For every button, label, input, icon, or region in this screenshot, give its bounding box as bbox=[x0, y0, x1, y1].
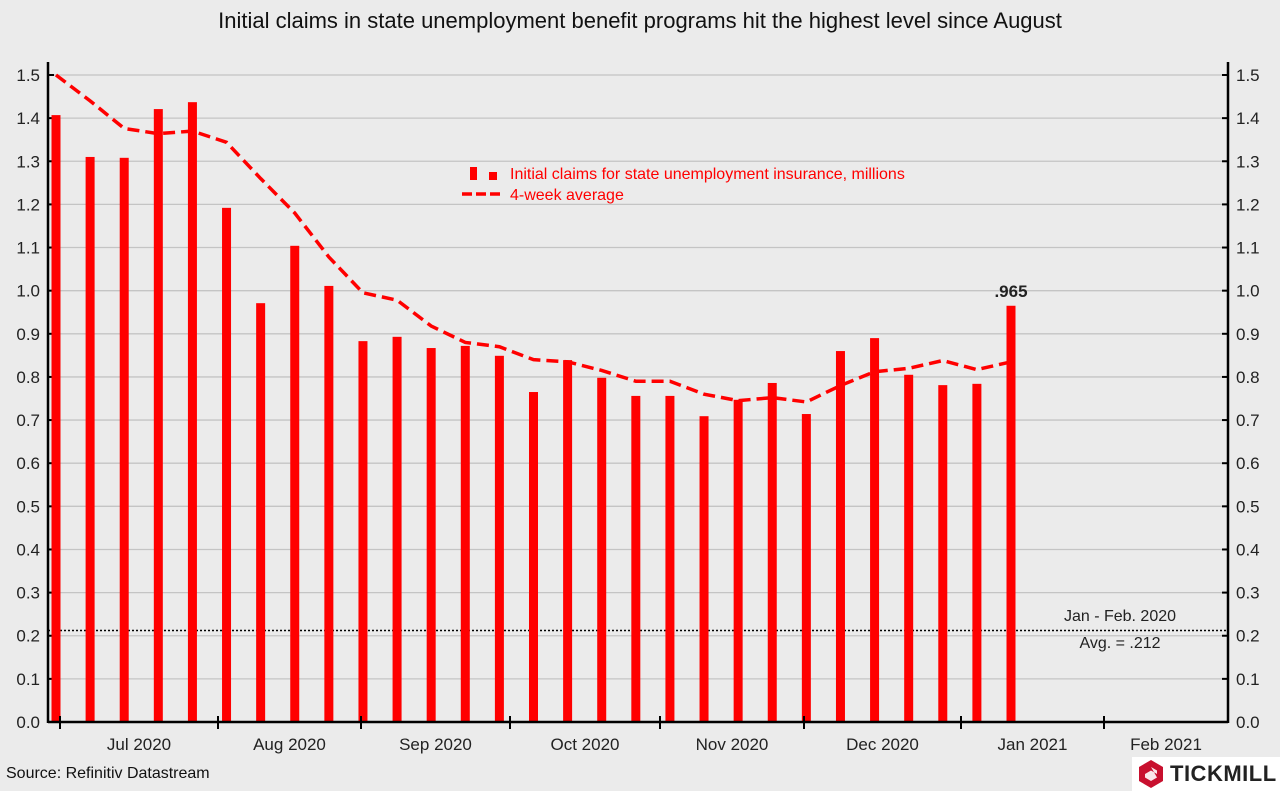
y-tick-label-right: 1.3 bbox=[1236, 152, 1260, 171]
bar bbox=[460, 345, 470, 722]
y-tick-label-right: 0.4 bbox=[1236, 540, 1260, 559]
bar bbox=[290, 245, 300, 723]
y-tick-label-left: 1.5 bbox=[16, 66, 40, 85]
y-tick-label-left: 0.4 bbox=[16, 540, 40, 559]
y-tick-label-left: 1.3 bbox=[16, 152, 40, 171]
x-tick-label: Jul 2020 bbox=[107, 735, 171, 754]
four-week-average-line bbox=[54, 73, 1012, 404]
legend-label-claims: Initial claims for state unemployment in… bbox=[510, 166, 905, 183]
logo-text: TICKMILL bbox=[1170, 761, 1277, 786]
x-tick-label: Dec 2020 bbox=[846, 735, 919, 754]
bar bbox=[767, 382, 777, 722]
source-note: Source: Refinitiv Datastream bbox=[6, 765, 210, 782]
chart-title: Initial claims in state unemployment ben… bbox=[218, 8, 1062, 33]
y-tick-label-right: 1.5 bbox=[1236, 66, 1260, 85]
bar bbox=[699, 416, 709, 722]
bar bbox=[494, 355, 504, 722]
legend-bar-swatch bbox=[489, 172, 497, 180]
y-tick-label-left: 0.3 bbox=[16, 584, 40, 603]
y-tick-label-left: 0.1 bbox=[16, 670, 40, 689]
y-tick-label-left: 0.8 bbox=[16, 368, 40, 387]
legend-label-average: 4-week average bbox=[510, 187, 624, 204]
y-tick-label-right: 1.1 bbox=[1236, 239, 1260, 258]
x-tick-label: Aug 2020 bbox=[253, 735, 326, 754]
bar bbox=[631, 395, 641, 722]
y-tick-label-left: 1.2 bbox=[16, 195, 40, 214]
legend-bar-swatch bbox=[470, 167, 477, 180]
bar bbox=[187, 102, 197, 722]
bar bbox=[835, 351, 845, 722]
bar bbox=[938, 385, 948, 722]
y-tick-label-left: 0.6 bbox=[16, 454, 40, 473]
bar bbox=[733, 399, 743, 722]
bar bbox=[426, 348, 436, 722]
bar bbox=[904, 374, 914, 722]
y-tick-label-left: 0.9 bbox=[16, 325, 40, 344]
y-tick-label-right: 1.0 bbox=[1236, 282, 1260, 301]
y-tick-label-left: 0.5 bbox=[16, 497, 40, 516]
y-tick-label-right: 0.3 bbox=[1236, 584, 1260, 603]
bar bbox=[972, 383, 982, 722]
bar bbox=[529, 392, 538, 722]
y-tick-label-right: 0.5 bbox=[1236, 497, 1260, 516]
x-tick-label: Nov 2020 bbox=[696, 735, 769, 754]
tickmill-logo-icon bbox=[1139, 760, 1163, 788]
y-tick-label-right: 0.0 bbox=[1236, 713, 1260, 732]
x-tick-label: Feb 2021 bbox=[1130, 735, 1202, 754]
bar bbox=[222, 207, 232, 723]
y-tick-label-left: 0.2 bbox=[16, 627, 40, 646]
bar bbox=[597, 377, 607, 722]
y-tick-label-left: 1.0 bbox=[16, 282, 40, 301]
bar bbox=[119, 157, 129, 723]
bar bbox=[153, 109, 163, 723]
x-tick-label: Sep 2020 bbox=[399, 735, 472, 754]
bar bbox=[324, 285, 334, 722]
x-tick-label: Jan 2021 bbox=[998, 735, 1068, 754]
bar bbox=[1006, 305, 1016, 722]
bar bbox=[563, 360, 573, 722]
y-tick-label-right: 1.2 bbox=[1236, 195, 1260, 214]
x-tick-label: Oct 2020 bbox=[551, 735, 620, 754]
tickmill-logo: TICKMILL bbox=[1132, 757, 1280, 791]
y-tick-label-right: 0.9 bbox=[1236, 325, 1260, 344]
bar bbox=[392, 336, 402, 722]
bar bbox=[51, 115, 61, 722]
y-tick-label-left: 0.7 bbox=[16, 411, 40, 430]
y-tick-label-right: 0.8 bbox=[1236, 368, 1260, 387]
y-tick-label-right: 1.4 bbox=[1236, 109, 1260, 128]
y-tick-label-right: 0.2 bbox=[1236, 627, 1260, 646]
bar bbox=[256, 303, 266, 722]
y-tick-label-left: 1.4 bbox=[16, 109, 40, 128]
bar bbox=[665, 395, 675, 722]
y-tick-label-right: 0.6 bbox=[1236, 454, 1260, 473]
bar bbox=[85, 156, 95, 722]
reference-label-line1: Jan - Feb. 2020 bbox=[1064, 608, 1176, 625]
y-tick-label-left: 1.1 bbox=[16, 239, 40, 258]
reference-label-line2: Avg. = .212 bbox=[1079, 635, 1160, 652]
y-tick-label-right: 0.7 bbox=[1236, 411, 1260, 430]
bar bbox=[801, 414, 811, 722]
last-value-annotation: .965 bbox=[994, 282, 1027, 301]
y-tick-label-right: 0.1 bbox=[1236, 670, 1260, 689]
y-tick-label-left: 0.0 bbox=[16, 713, 40, 732]
bar bbox=[870, 338, 880, 722]
bar bbox=[358, 341, 368, 722]
